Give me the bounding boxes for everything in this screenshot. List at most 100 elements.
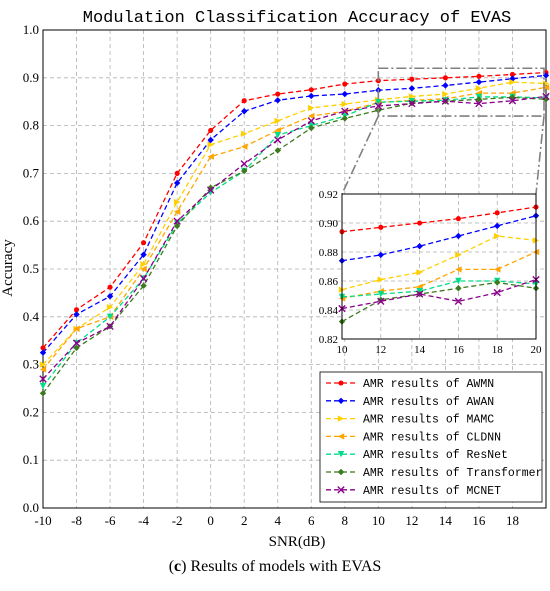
data-point	[341, 107, 349, 115]
data-point	[39, 375, 47, 383]
chart-title: Modulation Classification Accuracy of EV…	[83, 9, 511, 28]
data-point	[377, 290, 384, 298]
data-point	[378, 224, 384, 230]
inset-series-line	[338, 212, 540, 264]
data-point	[240, 160, 248, 168]
data-point	[508, 97, 517, 105]
y-tick-label: 0.1	[23, 452, 39, 467]
data-point	[455, 266, 462, 273]
legend-entry: AMR results of Transformer	[326, 467, 542, 480]
data-point	[208, 127, 214, 133]
inset-series-path	[341, 215, 537, 262]
legend-label: AMR results of MCNET	[363, 485, 501, 498]
x-tick-label: 10	[372, 513, 385, 528]
x-tick-label: 18	[506, 513, 519, 528]
data-point	[542, 92, 550, 101]
data-point	[206, 186, 215, 194]
data-point	[173, 208, 181, 215]
data-point	[493, 288, 501, 297]
data-point	[274, 136, 282, 144]
data-point	[455, 277, 462, 285]
data-point	[374, 102, 383, 110]
inset-series-path	[341, 281, 537, 323]
data-point	[455, 285, 462, 292]
inset-series-line	[339, 204, 539, 235]
data-point	[173, 198, 181, 206]
series-line	[39, 92, 550, 383]
data-point	[173, 222, 181, 230]
data-point	[73, 325, 80, 332]
data-point	[454, 297, 463, 305]
data-point	[308, 124, 315, 132]
data-point	[442, 82, 449, 89]
data-point	[475, 99, 483, 108]
x-tick-label: 2	[241, 513, 248, 528]
x-tick-label: -8	[71, 513, 82, 528]
data-point	[141, 240, 147, 246]
data-point	[475, 96, 483, 103]
legend-label: AMR results of AWAN	[363, 396, 494, 409]
zoom-region-box	[377, 67, 545, 117]
zoom-callout	[341, 67, 545, 195]
y-tick-label: 0.9	[23, 70, 39, 85]
data-point	[274, 117, 281, 125]
x-tick-label: -4	[138, 513, 149, 528]
y-tick-label: 0.8	[23, 118, 39, 133]
main-axes: -10 -8 -6 -4 -2 0 2 4 6 8 10 12 14 16 18 0.0 0.1 0.2 0.3 0.…	[23, 22, 547, 528]
data-point	[509, 78, 516, 86]
data-point	[494, 232, 501, 240]
data-point	[494, 222, 501, 230]
inset-y-tick-label: 0.92	[319, 189, 338, 201]
inset-chart: 10 12 14 16 18 20 0.82 0.84 0.86 0.88 0.90 0.92	[319, 189, 542, 356]
inset-y-tick-label: 0.90	[319, 218, 339, 230]
data-point	[475, 85, 483, 92]
main-series	[39, 69, 550, 397]
data-point	[241, 167, 248, 175]
data-point	[139, 274, 148, 283]
x-tick-label: 16	[472, 513, 486, 528]
inset-series-path	[341, 251, 537, 300]
data-point	[494, 279, 501, 286]
y-tick-label: 0.6	[23, 213, 40, 228]
series-path	[42, 81, 547, 366]
data-point	[337, 468, 345, 476]
legend-label: AMR results of CLDNN	[363, 431, 501, 444]
x-axis-label: SNR(dB)	[269, 534, 326, 550]
data-point	[455, 251, 462, 259]
data-point	[39, 361, 47, 368]
data-point	[73, 307, 80, 313]
data-point	[207, 141, 214, 148]
data-point	[173, 217, 181, 225]
data-point	[275, 91, 281, 97]
data-point	[39, 390, 47, 397]
data-point	[241, 130, 248, 137]
legend-label: AMR results of MAMC	[363, 414, 494, 427]
data-point	[39, 366, 47, 373]
data-point	[241, 98, 247, 104]
data-point	[441, 97, 450, 105]
data-point	[408, 99, 416, 108]
series-line	[39, 72, 550, 356]
data-point	[337, 433, 345, 440]
x-tick-label: -6	[105, 513, 116, 528]
data-point	[341, 90, 348, 98]
legend-entry: AMR results of CLDNN	[326, 431, 501, 444]
data-point	[106, 304, 114, 311]
data-point	[337, 486, 345, 494]
data-point	[39, 382, 47, 390]
inset-frame	[341, 193, 537, 340]
data-point	[475, 78, 483, 86]
data-point	[455, 232, 462, 240]
data-point	[106, 313, 114, 320]
caption-text: Results of models with EVAS	[186, 558, 382, 575]
data-point	[308, 112, 315, 120]
y-tick-label: 0.5	[23, 261, 39, 276]
data-point	[408, 85, 416, 92]
data-point	[140, 282, 147, 289]
inset-y-tick-label: 0.88	[319, 247, 339, 259]
data-point	[509, 71, 516, 78]
zoom-connector	[341, 115, 380, 195]
legend-entry: AMR results of MCNET	[326, 485, 501, 498]
inset-x-tick-label: 10	[337, 344, 349, 356]
y-tick-label: 0.3	[23, 357, 39, 372]
